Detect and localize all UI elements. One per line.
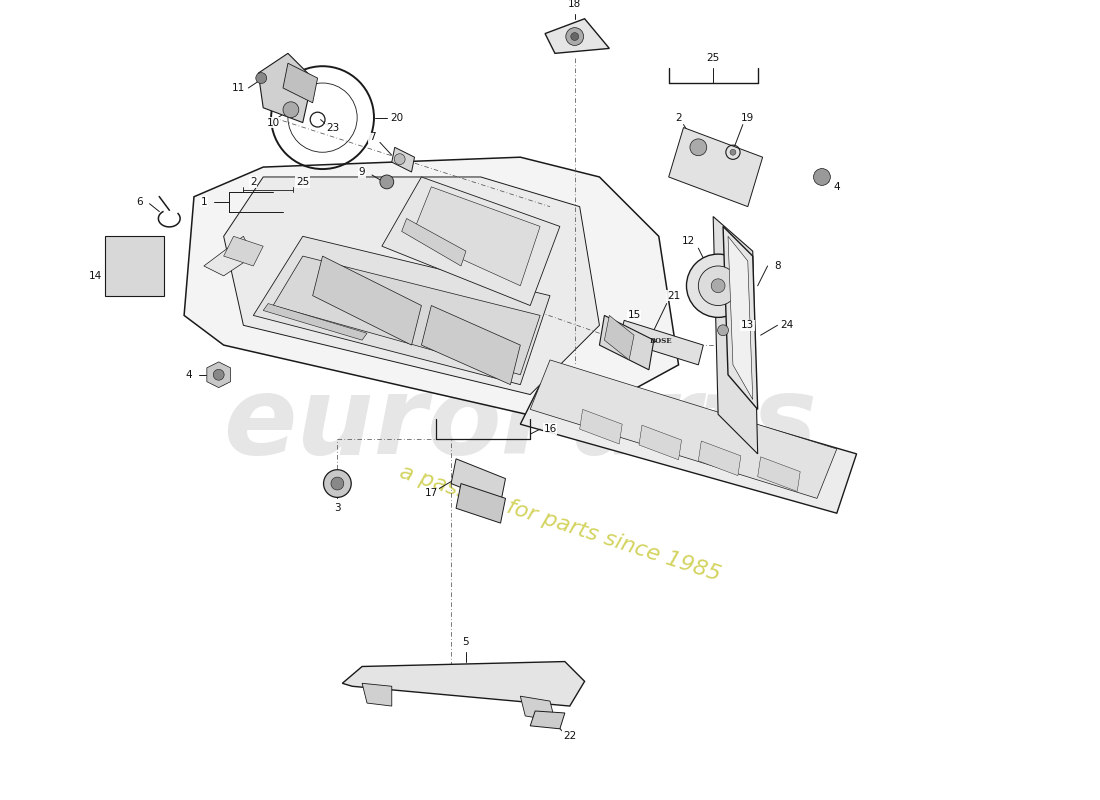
Circle shape	[814, 169, 830, 186]
Text: 6: 6	[136, 197, 143, 206]
Polygon shape	[530, 711, 564, 729]
Text: 22: 22	[563, 730, 576, 741]
Polygon shape	[639, 425, 682, 460]
Text: 19: 19	[741, 113, 755, 122]
Text: 9: 9	[359, 167, 365, 177]
Text: 23: 23	[326, 122, 339, 133]
Text: 25: 25	[706, 54, 719, 63]
Polygon shape	[728, 236, 752, 399]
Polygon shape	[698, 441, 741, 476]
Text: 4: 4	[834, 182, 840, 192]
Circle shape	[208, 364, 230, 386]
Polygon shape	[312, 256, 421, 345]
Circle shape	[571, 33, 579, 41]
Polygon shape	[283, 63, 318, 102]
Polygon shape	[263, 303, 367, 340]
Text: 16: 16	[543, 424, 557, 434]
Polygon shape	[580, 410, 623, 444]
Text: 12: 12	[682, 236, 695, 246]
Circle shape	[256, 73, 266, 83]
Polygon shape	[520, 365, 857, 514]
Circle shape	[686, 254, 750, 318]
Circle shape	[698, 266, 738, 306]
Text: 8: 8	[774, 261, 781, 271]
Polygon shape	[713, 217, 758, 454]
Text: 2: 2	[675, 113, 682, 122]
Text: 2: 2	[250, 177, 256, 187]
Polygon shape	[362, 683, 392, 706]
Text: 10: 10	[266, 118, 279, 127]
Text: 13: 13	[741, 320, 755, 330]
Polygon shape	[451, 459, 506, 503]
Circle shape	[283, 102, 299, 118]
Text: 15: 15	[627, 310, 640, 321]
Circle shape	[690, 139, 706, 156]
Text: 21: 21	[667, 290, 680, 301]
Polygon shape	[520, 696, 554, 721]
Circle shape	[213, 370, 224, 380]
Polygon shape	[382, 177, 560, 306]
Circle shape	[394, 154, 405, 165]
Text: 11: 11	[232, 83, 245, 93]
Polygon shape	[223, 236, 263, 266]
Circle shape	[717, 325, 728, 336]
Polygon shape	[402, 218, 466, 266]
Polygon shape	[758, 457, 800, 491]
Text: 17: 17	[425, 489, 438, 498]
Polygon shape	[258, 54, 312, 122]
Polygon shape	[546, 18, 609, 54]
Polygon shape	[723, 226, 758, 410]
Polygon shape	[223, 177, 600, 394]
Text: 4: 4	[186, 370, 192, 380]
Polygon shape	[669, 127, 762, 206]
Polygon shape	[253, 236, 550, 385]
Polygon shape	[456, 483, 506, 523]
Polygon shape	[184, 157, 679, 424]
Polygon shape	[392, 147, 415, 172]
Text: a passion for parts since 1985: a passion for parts since 1985	[397, 462, 723, 585]
Text: 20: 20	[390, 113, 404, 122]
Circle shape	[712, 279, 725, 293]
Text: 24: 24	[781, 320, 794, 330]
Circle shape	[565, 28, 584, 46]
Polygon shape	[600, 315, 653, 370]
Polygon shape	[421, 306, 520, 385]
Text: 18: 18	[568, 0, 581, 9]
Text: 7: 7	[368, 133, 375, 142]
Text: euroParts: euroParts	[223, 371, 817, 478]
Polygon shape	[619, 320, 703, 365]
Circle shape	[331, 477, 344, 490]
Polygon shape	[411, 187, 540, 286]
Polygon shape	[530, 360, 837, 498]
Text: 1: 1	[200, 197, 207, 206]
Text: 3: 3	[334, 503, 341, 514]
Polygon shape	[342, 662, 584, 706]
Polygon shape	[104, 236, 164, 296]
Circle shape	[379, 175, 394, 189]
Text: 5: 5	[463, 637, 470, 646]
Polygon shape	[204, 236, 253, 276]
Text: 25: 25	[296, 177, 309, 187]
Polygon shape	[604, 315, 634, 360]
Text: BOSE: BOSE	[649, 337, 672, 345]
Circle shape	[730, 150, 736, 155]
Polygon shape	[273, 256, 540, 374]
Circle shape	[323, 470, 351, 498]
Text: 14: 14	[88, 271, 101, 281]
Polygon shape	[207, 362, 231, 388]
